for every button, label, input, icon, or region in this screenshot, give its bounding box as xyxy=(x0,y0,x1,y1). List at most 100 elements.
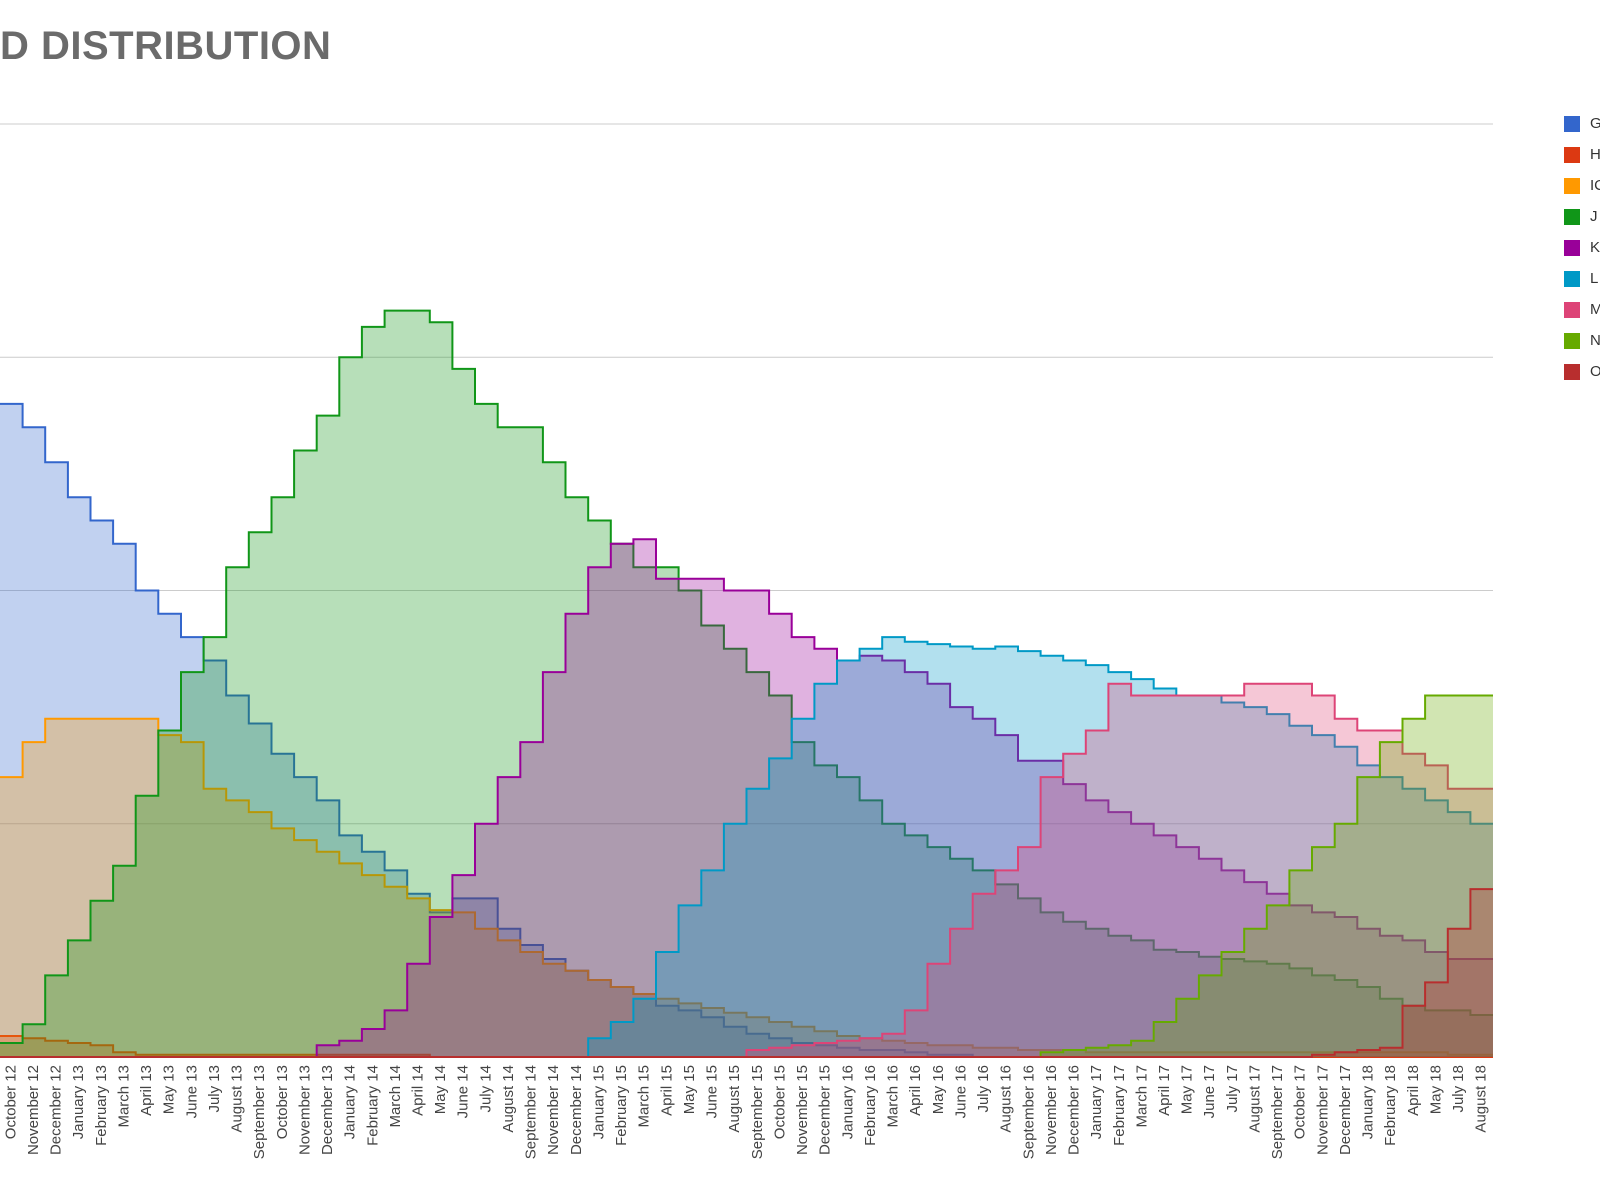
chart-title: D DISTRIBUTION xyxy=(0,24,332,68)
x-tick-label: November 15 xyxy=(794,1065,811,1155)
legend-label: O xyxy=(1590,363,1600,380)
series-line xyxy=(0,309,1493,1044)
x-tick-label: March 17 xyxy=(1133,1065,1150,1128)
x-tick-label: June 13 xyxy=(183,1065,200,1118)
x-tick-label: November 12 xyxy=(25,1065,42,1155)
x-tick-label: September 16 xyxy=(1020,1065,1037,1159)
legend-label: M xyxy=(1590,301,1600,318)
x-tick-label: January 14 xyxy=(342,1065,359,1139)
series-areas xyxy=(0,309,1493,1058)
legend-swatch xyxy=(1564,209,1580,225)
x-tick-label: May 17 xyxy=(1179,1065,1196,1114)
series-line xyxy=(0,888,1493,1058)
x-tick-label: November 17 xyxy=(1314,1065,1331,1155)
x-tick-label: December 17 xyxy=(1337,1065,1354,1155)
legend-label: N xyxy=(1590,332,1600,349)
x-tick-label: January 15 xyxy=(590,1065,607,1139)
x-tick-label: June 15 xyxy=(704,1065,721,1118)
x-tick-label: January 18 xyxy=(1360,1065,1377,1139)
legend-item-j[interactable]: J xyxy=(1564,208,1598,225)
x-tick-label: January 13 xyxy=(70,1065,87,1139)
legend-swatch xyxy=(1564,364,1580,380)
legend-swatch xyxy=(1564,178,1580,194)
legend-label: L xyxy=(1590,270,1598,287)
x-tick-label: September 17 xyxy=(1269,1065,1286,1159)
x-tick-label: April 17 xyxy=(1156,1065,1173,1116)
x-tick-label: July 18 xyxy=(1450,1065,1467,1113)
legend-item-ic[interactable]: IC xyxy=(1564,177,1600,194)
x-tick-label: July 14 xyxy=(477,1065,494,1113)
x-axis-labels: October 12 November 12 December 12 January … xyxy=(2,1065,1489,1159)
x-tick-label: January 17 xyxy=(1088,1065,1105,1139)
x-tick-label: September 15 xyxy=(749,1065,766,1159)
series-area-fill xyxy=(0,310,1493,1058)
x-tick-label: May 16 xyxy=(930,1065,947,1114)
x-tick-label: April 16 xyxy=(907,1065,924,1116)
series-area-fill xyxy=(0,403,1493,1057)
x-tick-label: April 15 xyxy=(658,1065,675,1116)
x-tick-label: February 16 xyxy=(862,1065,879,1146)
x-tick-label: February 14 xyxy=(364,1065,381,1146)
x-tick-label: September 13 xyxy=(251,1065,268,1159)
x-tick-label: May 18 xyxy=(1427,1065,1444,1114)
series-o xyxy=(0,888,1493,1058)
x-tick-label: October 13 xyxy=(274,1065,291,1139)
x-tick-label: December 12 xyxy=(48,1065,65,1155)
x-tick-label: December 16 xyxy=(1065,1065,1082,1155)
x-tick-label: August 17 xyxy=(1246,1065,1263,1133)
legend-item-k[interactable]: K xyxy=(1564,239,1600,256)
x-tick-label: June 14 xyxy=(455,1065,472,1118)
legend-swatch xyxy=(1564,333,1580,349)
x-tick-label: April 14 xyxy=(409,1065,426,1116)
x-tick-label: August 16 xyxy=(998,1065,1015,1133)
legend-swatch xyxy=(1564,240,1580,256)
legend-item-l[interactable]: L xyxy=(1564,270,1598,287)
x-tick-label: June 17 xyxy=(1201,1065,1218,1118)
x-tick-label: February 18 xyxy=(1382,1065,1399,1146)
x-tick-label: February 15 xyxy=(613,1065,630,1146)
legend-item-h[interactable]: H xyxy=(1564,146,1600,163)
series-area-fill xyxy=(0,637,1493,1057)
x-tick-label: March 14 xyxy=(387,1065,404,1128)
x-tick-label: March 15 xyxy=(636,1065,653,1128)
x-tick-label: March 16 xyxy=(884,1065,901,1128)
legend-item-m[interactable]: M xyxy=(1564,301,1600,318)
x-tick-label: July 13 xyxy=(206,1065,223,1113)
legend-label: G xyxy=(1590,115,1600,132)
x-tick-label: November 13 xyxy=(296,1065,313,1155)
legend-label: K xyxy=(1590,239,1600,256)
series-j xyxy=(0,309,1493,1058)
x-tick-label: June 16 xyxy=(952,1065,969,1118)
x-tick-label: February 17 xyxy=(1111,1065,1128,1146)
x-tick-label: December 14 xyxy=(568,1065,585,1155)
x-tick-label: January 16 xyxy=(839,1065,856,1139)
x-tick-label: August 18 xyxy=(1473,1065,1490,1133)
series-area-fill xyxy=(0,695,1493,1057)
x-tick-label: February 13 xyxy=(93,1065,110,1146)
x-tick-label: May 15 xyxy=(681,1065,698,1114)
x-tick-label: August 15 xyxy=(726,1065,743,1133)
series-line xyxy=(0,538,1493,1058)
x-tick-label: December 15 xyxy=(817,1065,834,1155)
legend-swatch xyxy=(1564,116,1580,132)
legend-item-g[interactable]: G xyxy=(1564,115,1600,132)
legend-item-n[interactable]: N xyxy=(1564,332,1600,349)
x-tick-label: August 14 xyxy=(500,1065,517,1133)
series-area-fill xyxy=(0,683,1493,1057)
legend-label: H xyxy=(1590,146,1600,163)
legend-item-o[interactable]: O xyxy=(1564,363,1600,380)
legend-swatch xyxy=(1564,302,1580,318)
legend-swatch xyxy=(1564,271,1580,287)
x-tick-label: April 18 xyxy=(1405,1065,1422,1116)
x-tick-label: October 15 xyxy=(771,1065,788,1139)
x-tick-label: April 13 xyxy=(138,1065,155,1116)
x-tick-label: July 16 xyxy=(975,1065,992,1113)
x-tick-label: December 13 xyxy=(319,1065,336,1155)
x-tick-label: May 14 xyxy=(432,1065,449,1114)
x-tick-label: October 12 xyxy=(2,1065,19,1139)
x-tick-label: March 13 xyxy=(115,1065,132,1128)
x-tick-label: October 17 xyxy=(1292,1065,1309,1139)
x-tick-label: May 13 xyxy=(161,1065,178,1114)
